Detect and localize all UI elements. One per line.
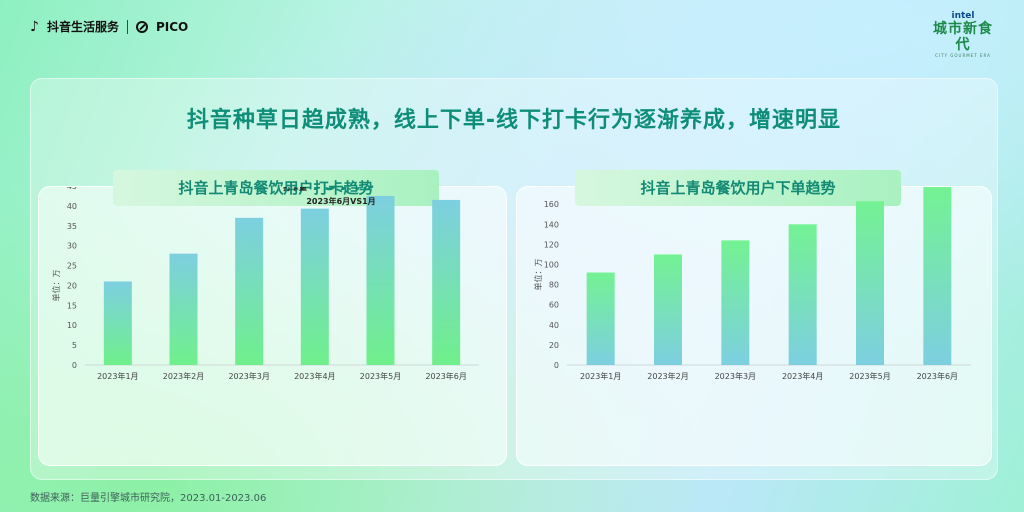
checkin-ytick-label: 20 — [67, 281, 77, 290]
checkin-category-label: 2023年6月 — [425, 371, 466, 381]
checkin-ytick-label: 10 — [67, 321, 77, 330]
order-chart-card: 抖音上青岛餐饮用户下单趋势 0 20 40 60 80 100 120 140 160 180 20… — [516, 170, 992, 466]
checkin-category-label: 2023年4月 — [294, 371, 335, 381]
brand-pico-label: PICO — [155, 19, 189, 34]
brand-douyin-label: 抖音生活服务 — [46, 20, 119, 34]
checkin-annotation-value: +97% — [307, 187, 372, 195]
order-ytick-label: 60 — [549, 301, 559, 310]
brand-divider — [126, 19, 128, 34]
order-ytick-label: 80 — [549, 281, 559, 290]
checkin-bar — [366, 195, 395, 365]
logo-cn-text: 城市新食代 — [933, 21, 993, 53]
order-ytick-label: 20 — [549, 341, 559, 350]
checkin-bar — [432, 199, 461, 365]
checkin-bar — [103, 281, 132, 365]
order-category-label: 2023年4月 — [782, 371, 823, 381]
order-ylabel: 单位：万 — [533, 259, 543, 291]
douyin-icon: ♪ — [30, 18, 39, 35]
checkin-annotation-sub: 2023年6月VS1月 — [306, 196, 375, 206]
order-category-label: 2023年3月 — [715, 371, 756, 381]
order-ytick-label: 40 — [549, 321, 559, 330]
order-category-label: 2023年1月 — [580, 371, 621, 381]
checkin-bar — [169, 253, 198, 365]
order-category-label: 2023年2月 — [647, 371, 688, 381]
checkin-category-label: 2023年5月 — [360, 371, 401, 381]
checkin-ytick-label: 0 — [72, 361, 77, 370]
order-chart: 020406080100120140160180200单位：万2023年1月20… — [533, 187, 971, 381]
checkin-ytick-label: 15 — [67, 301, 77, 310]
checkin-ytick-label: 35 — [67, 222, 77, 231]
order-bar — [856, 201, 884, 365]
order-bar — [788, 224, 817, 365]
order-bar — [721, 240, 750, 365]
order-chart-title: 抖音上青岛餐饮用户下单趋势 — [575, 170, 901, 206]
checkin-ytick-label: 45 — [67, 187, 77, 191]
checkin-ytick-label: 5 — [72, 341, 77, 350]
logo-en-text: CITY GOURMET ERA — [935, 53, 991, 58]
checkin-bar — [300, 208, 329, 365]
order-ytick-label: 120 — [544, 240, 559, 249]
order-bar — [923, 187, 952, 365]
order-bar — [586, 272, 615, 365]
checkin-category-label: 2023年2月 — [163, 371, 204, 381]
order-bar — [654, 254, 682, 365]
checkin-ytick-label: 30 — [67, 242, 77, 251]
order-ytick-label: 160 — [544, 200, 559, 209]
checkin-ylabel: 单位：万 — [51, 270, 61, 302]
checkin-annotation-label: 打卡量 — [283, 187, 307, 192]
pico-icon — [135, 20, 148, 33]
order-ytick-label: 100 — [544, 261, 559, 270]
order-category-label: 2023年6月 — [917, 371, 958, 381]
checkin-chart-card: 抖音上青岛餐饮用户打卡趋势 051015202530354045单位：万2023… — [38, 170, 507, 466]
page-title: 抖音种草日趋成熟，线上下单-线下打卡行为逐渐养成，增速明显 — [186, 108, 842, 133]
order-ytick-label: 0 — [554, 361, 559, 370]
event-logo: intel 城市新食代 CITY GOURMET ERA — [928, 12, 998, 59]
checkin-bar — [235, 217, 264, 365]
checkin-ytick-label: 25 — [67, 262, 77, 271]
data-source-note: 数据来源：巨量引擎城市研究院，2023.01-2023.06 — [30, 493, 267, 504]
checkin-ytick-label: 40 — [67, 202, 77, 211]
checkin-category-label: 2023年3月 — [228, 371, 269, 381]
checkin-chart: 0 5 10 15 20 25 30 35 40 45 单位：万 2023年1月 2023年2月 2023… — [51, 187, 479, 381]
checkin-category-label: 2023年1月 — [97, 371, 138, 381]
order-ytick-label: 140 — [544, 220, 559, 229]
logo-intel-text: intel — [951, 11, 975, 21]
brand-logos: ♪ 抖音生活服务 PICO — [30, 18, 188, 35]
order-category-label: 2023年5月 — [849, 371, 890, 381]
main-panel: 抖音种草日趋成熟，线上下单-线下打卡行为逐渐养成，增速明显 抖音上青岛餐饮用户打… — [30, 78, 998, 480]
order-ytick-label: 180 — [544, 187, 559, 189]
